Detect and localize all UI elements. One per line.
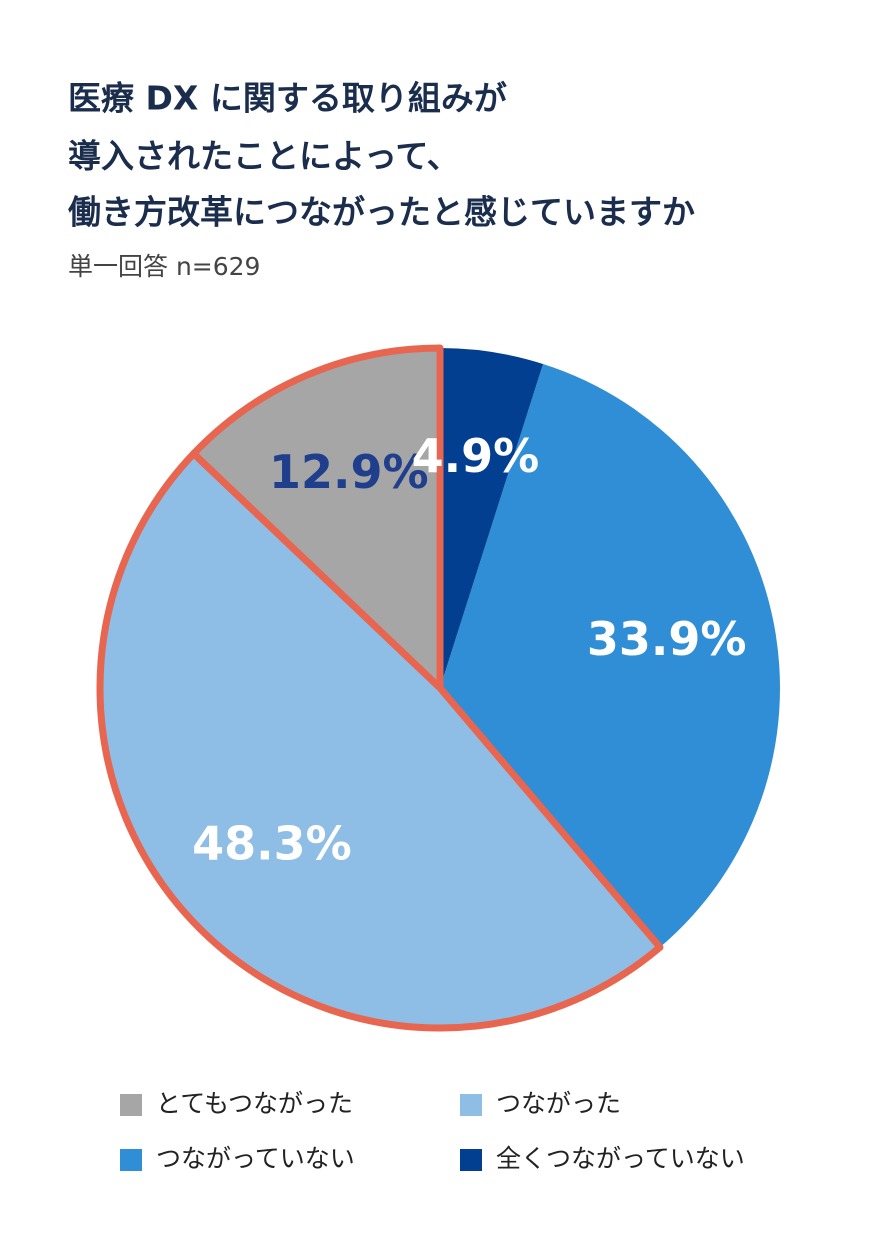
pie-slice bbox=[190, 344, 444, 692]
legend-swatch bbox=[460, 1149, 482, 1171]
legend-swatch bbox=[120, 1094, 142, 1116]
pie-slice bbox=[440, 363, 781, 948]
chart-title: 医療 DX に関する取り組みが bbox=[68, 79, 507, 118]
value-label: 33.9% bbox=[587, 612, 747, 666]
value-label: 4.9% bbox=[412, 429, 540, 483]
legend-label: とてもつながった bbox=[156, 1089, 353, 1118]
value-label: 12.9% bbox=[269, 445, 429, 499]
chart-title: 働き方改革につながったと感じていますか bbox=[68, 193, 695, 232]
legend-swatch bbox=[460, 1094, 482, 1116]
subtitle: 単一回答 n=629 bbox=[68, 252, 260, 281]
legend-label: つながった bbox=[496, 1089, 621, 1118]
pie-slice bbox=[440, 348, 544, 688]
pie-slice bbox=[96, 450, 664, 1032]
legend-swatch bbox=[120, 1149, 142, 1171]
legend-label: つながっていない bbox=[156, 1144, 355, 1173]
legend-label: 全くつながっていない bbox=[496, 1144, 745, 1173]
value-label: 48.3% bbox=[192, 816, 352, 870]
chart-title: 導入されたことによって、 bbox=[68, 137, 460, 176]
